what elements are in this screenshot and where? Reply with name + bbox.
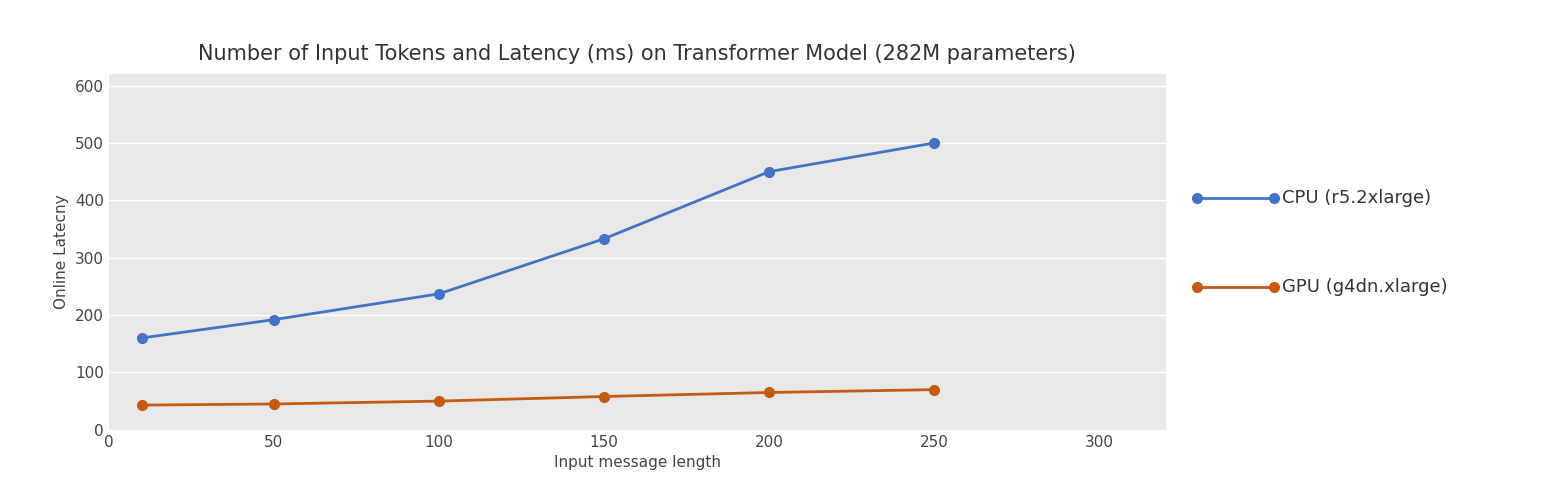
Y-axis label: Online Latecny: Online Latecny bbox=[54, 195, 70, 309]
GPU (g4dn.xlarge) bbox=[595, 394, 614, 400]
GPU (g4dn.xlarge) bbox=[760, 390, 779, 396]
CPU (r5.2xlarge) bbox=[429, 291, 449, 297]
Text: CPU (r5.2xlarge): CPU (r5.2xlarge) bbox=[1282, 189, 1431, 206]
Text: GPU (g4dn.xlarge): GPU (g4dn.xlarge) bbox=[1282, 278, 1448, 295]
CPU (r5.2xlarge) bbox=[760, 168, 779, 174]
CPU (r5.2xlarge) bbox=[925, 140, 943, 146]
GPU (g4dn.xlarge) bbox=[429, 398, 449, 404]
Line: GPU (g4dn.xlarge): GPU (g4dn.xlarge) bbox=[137, 385, 939, 410]
GPU (g4dn.xlarge) bbox=[925, 387, 943, 393]
CPU (r5.2xlarge) bbox=[595, 236, 614, 242]
GPU (g4dn.xlarge) bbox=[264, 401, 283, 407]
GPU (g4dn.xlarge) bbox=[132, 402, 151, 408]
Title: Number of Input Tokens and Latency (ms) on Transformer Model (282M parameters): Number of Input Tokens and Latency (ms) … bbox=[199, 44, 1075, 64]
CPU (r5.2xlarge) bbox=[264, 317, 283, 323]
X-axis label: Input message length: Input message length bbox=[553, 455, 721, 470]
CPU (r5.2xlarge) bbox=[132, 335, 151, 341]
Line: CPU (r5.2xlarge): CPU (r5.2xlarge) bbox=[137, 138, 939, 343]
